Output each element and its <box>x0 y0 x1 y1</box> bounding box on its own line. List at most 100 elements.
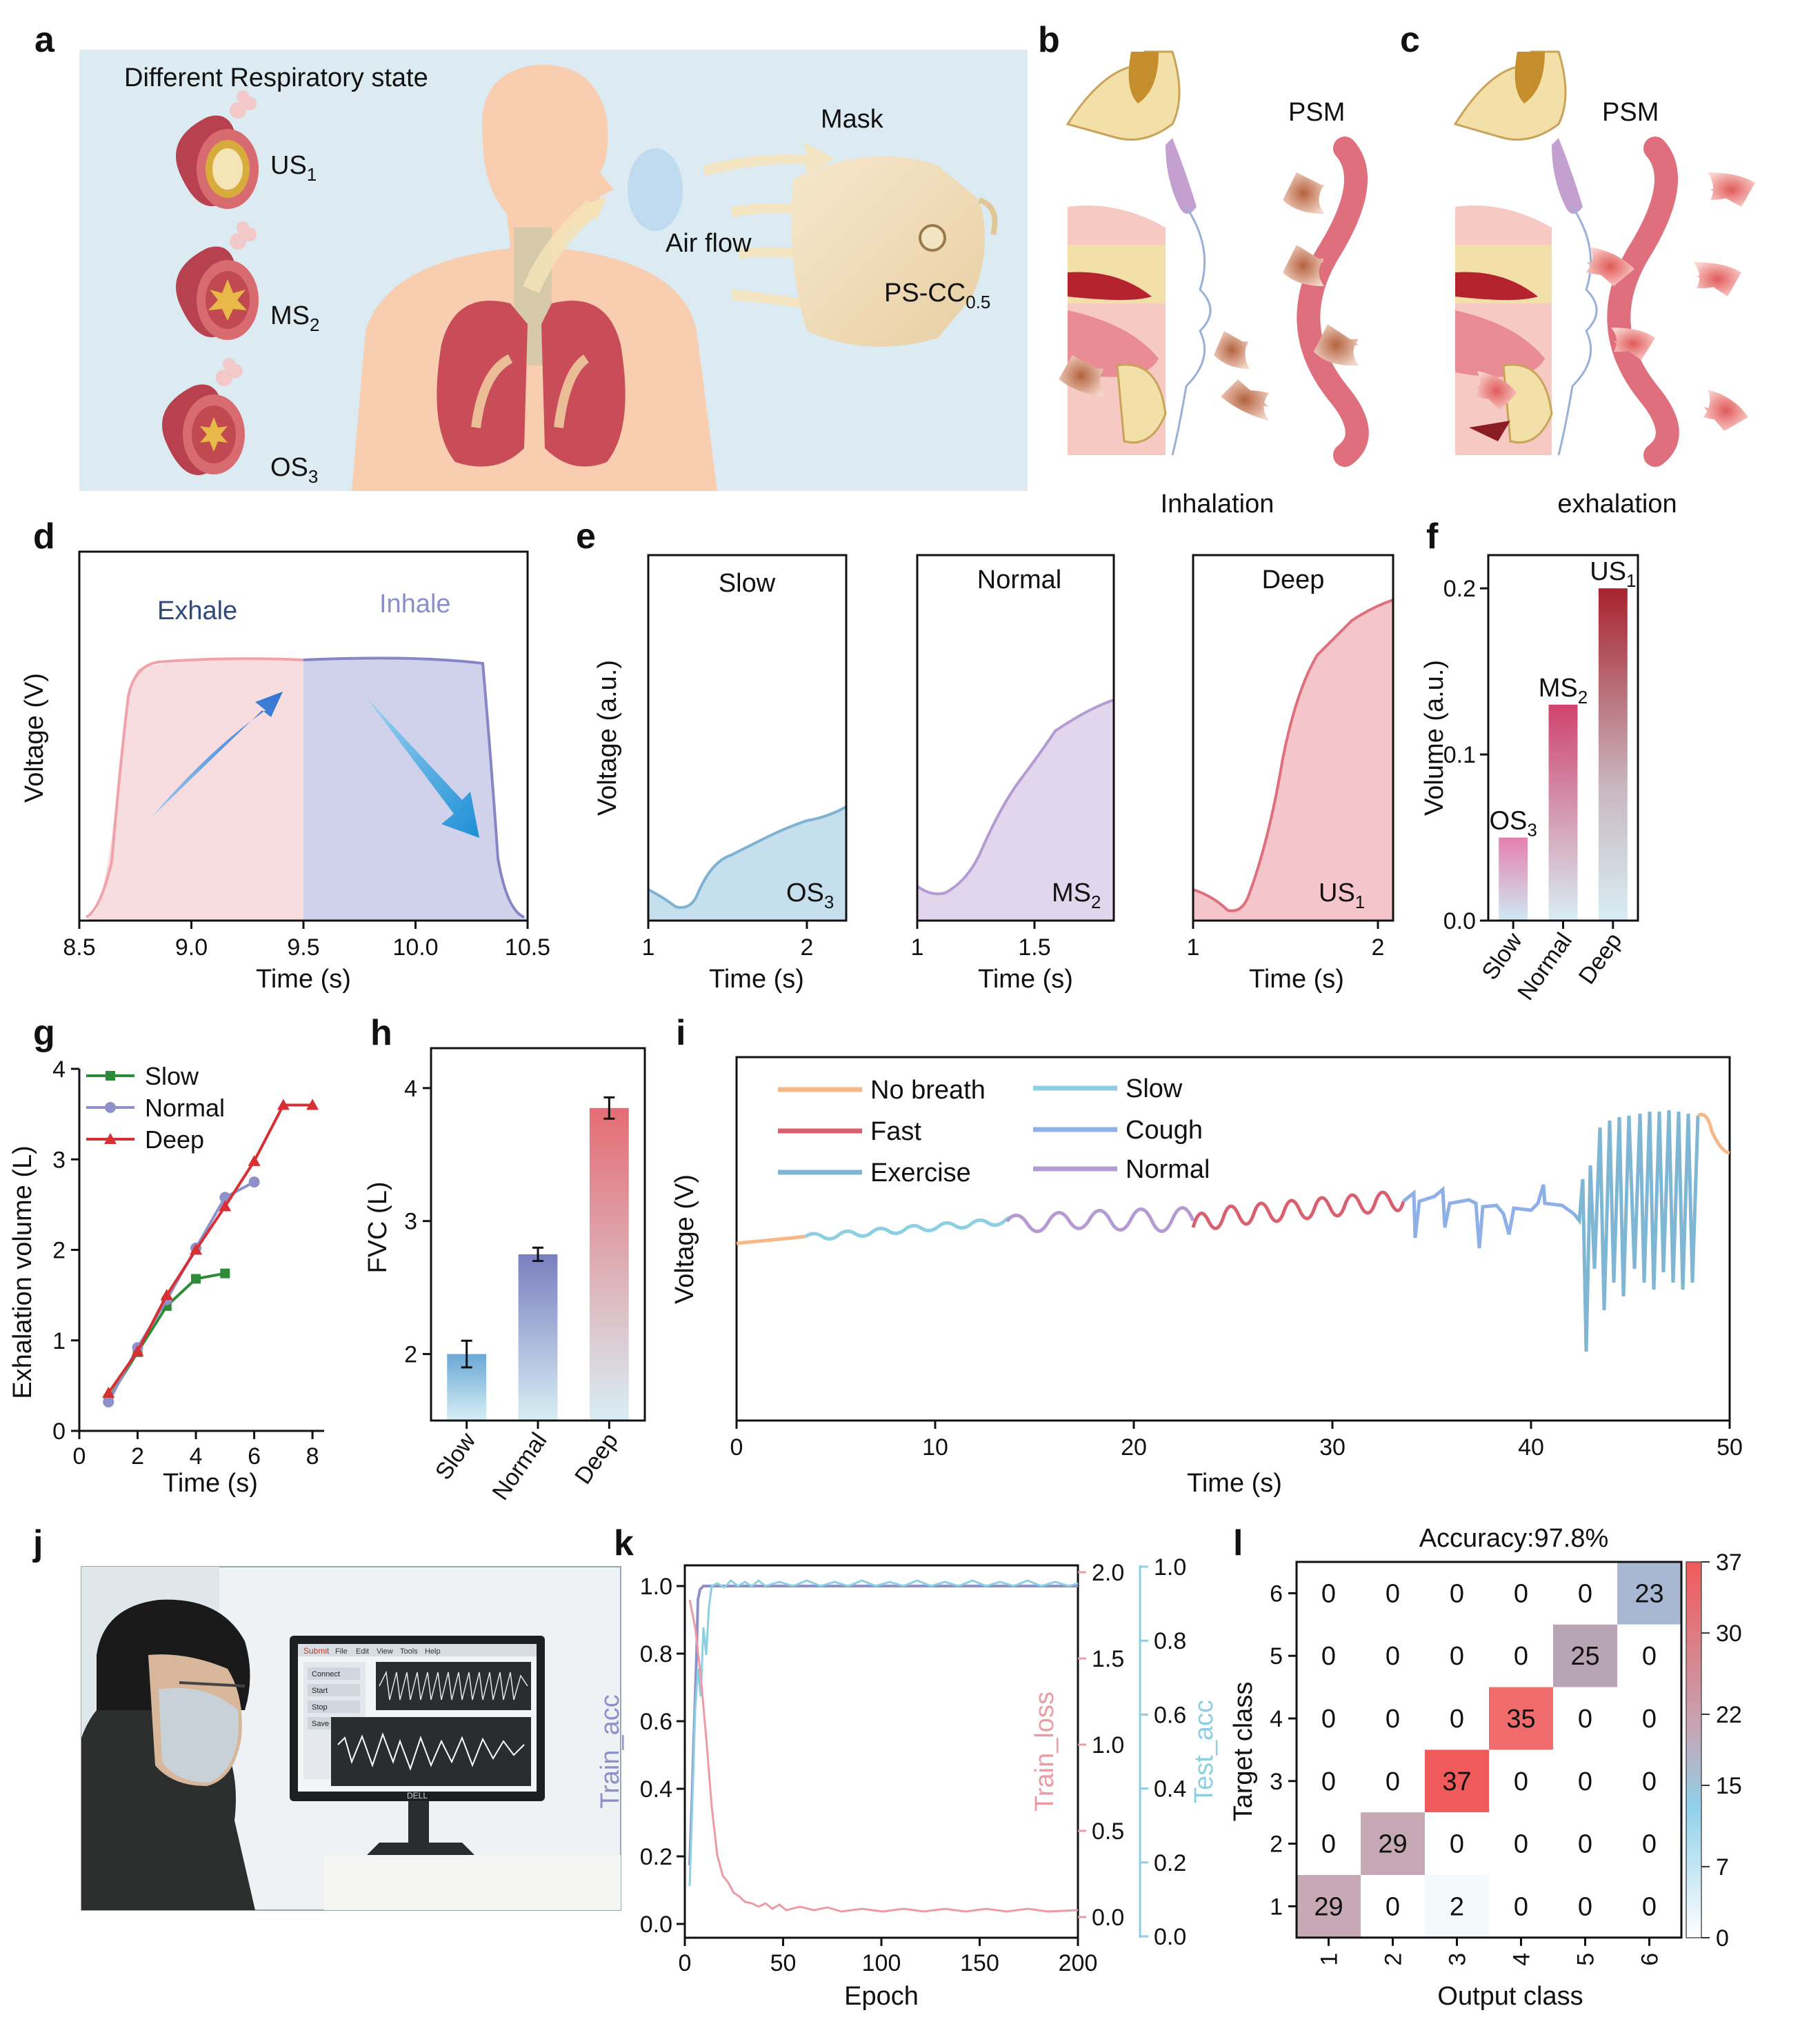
h-xtick-label: Slow <box>430 1427 481 1485</box>
psm-label-b: PSM <box>1288 98 1345 127</box>
e-deep-subplot: Deep US1 1 2 Time (s) <box>1187 554 1394 994</box>
d-xtick-label: 8.5 <box>63 934 95 961</box>
l-cell <box>1617 1749 1681 1813</box>
h-bar-normal <box>518 1254 558 1421</box>
g-point-normal <box>103 1396 114 1407</box>
airway-us-illustration <box>176 90 259 209</box>
l-cell <box>1297 1875 1361 1938</box>
d-xtick-label: 10.0 <box>392 934 438 961</box>
exhalation-arrows <box>1469 172 1755 441</box>
us-label: US1 <box>270 151 317 185</box>
monitor-brand: DELL <box>407 1791 428 1801</box>
screen-button-start: Start <box>312 1687 328 1695</box>
k-ticks: 0 50 100 150 200 0.0 0.2 0.4 0.6 0.8 1.0 0.0 0.5 1.0 1… <box>640 1554 1187 1976</box>
h-xtick-label: Deep <box>570 1428 623 1489</box>
l-cell-value: 0 <box>1386 1892 1400 1921</box>
l-xlabel: Output class <box>1437 1982 1583 2011</box>
psm-strip-c <box>1607 137 1679 467</box>
e-normal-xtick-2: 1.5 <box>1018 934 1050 961</box>
screen-title: Submit <box>303 1646 330 1656</box>
i-xtick-label: 20 <box>1121 1434 1147 1461</box>
g-xtick-label: 8 <box>306 1443 319 1470</box>
g-xtick-label: 0 <box>73 1443 86 1470</box>
k-xtick-label: 200 <box>1059 1950 1098 1976</box>
legend-normal: Normal <box>1126 1155 1210 1184</box>
l-cell-value: 0 <box>1386 1767 1400 1796</box>
l-cell <box>1425 1812 1489 1875</box>
psm-label-c: PSM <box>1602 98 1659 127</box>
l-colorbar-tick-label: 7 <box>1716 1854 1729 1880</box>
panel-letter-h: h <box>370 1013 392 1053</box>
breath-cloud <box>628 148 683 231</box>
d-xtick-label: 9.0 <box>175 934 208 961</box>
l-ylabel: Target class <box>1229 1682 1258 1822</box>
l-cell-value: 0 <box>1321 1767 1336 1796</box>
l-cell-value: 0 <box>1450 1705 1464 1734</box>
panel-letter-i: i <box>676 1013 686 1053</box>
f-bar-label: OS3 <box>1489 807 1537 841</box>
l-cell-value: 0 <box>1642 1767 1657 1796</box>
panel-letter-b: b <box>1038 20 1060 60</box>
panel-letter-k: k <box>614 1523 634 1563</box>
l-cell-value: 0 <box>1642 1830 1657 1859</box>
l-cell <box>1361 1812 1425 1875</box>
e-slow-frame <box>647 554 848 922</box>
l-col-label: 1 <box>1317 1953 1343 1966</box>
i-xticks: 0 10 20 30 40 50 <box>730 1421 1743 1461</box>
g-series-deep <box>107 1103 313 1394</box>
l-cell <box>1489 1875 1553 1938</box>
inhalation-arrows <box>1059 172 1359 421</box>
h-ytick-label: 2 <box>404 1342 417 1368</box>
deep-area <box>1193 600 1393 921</box>
g-xlabel: Time (s) <box>163 1469 258 1498</box>
l-cell <box>1297 1562 1361 1625</box>
f-ytick-label: 0.2 <box>1443 576 1476 602</box>
l-cell-value: 2 <box>1450 1892 1464 1921</box>
psm-strip-b <box>1297 137 1369 467</box>
deep-curve <box>1192 599 1394 912</box>
legend-exercise: Exercise <box>870 1159 971 1187</box>
g-point-deep <box>306 1099 319 1110</box>
k-y2tick-label: 1.0 <box>1092 1732 1124 1758</box>
l-cell <box>1297 1687 1361 1750</box>
g-point-normal <box>248 1176 260 1188</box>
mask-illustration <box>791 156 998 347</box>
l-cell <box>1553 1687 1617 1750</box>
l-cell <box>1297 1812 1361 1875</box>
i-xtick-label: 30 <box>1319 1434 1346 1461</box>
g-xtick-label: 6 <box>248 1443 261 1470</box>
e-slow-title: Slow <box>719 569 776 598</box>
l-cell-value: 0 <box>1578 1579 1592 1608</box>
e-slow-tag: OS3 <box>786 879 834 912</box>
e-slow-xtick-1: 1 <box>642 934 655 961</box>
l-col-label: 6 <box>1637 1953 1663 1966</box>
panel-e: e Voltage (a.u.) Slow OS3 1 2 Time (s) N… <box>576 516 1394 994</box>
d-ylabel: Voltage (V) <box>20 673 49 803</box>
l-cell <box>1361 1875 1425 1938</box>
l-cell-value: 0 <box>1321 1830 1336 1859</box>
l-cell <box>1553 1562 1617 1625</box>
l-cell-value: 0 <box>1642 1642 1657 1671</box>
g-xtick-label: 4 <box>190 1443 203 1470</box>
airway-os-illustration <box>162 358 245 475</box>
e-slow-xtick-2: 2 <box>801 934 814 961</box>
d-xticks: 8.5 9.0 9.5 10.0 10.5 <box>63 921 550 961</box>
l-col-label: 3 <box>1445 1953 1471 1966</box>
panel-b: b PSM Inhalation <box>1038 20 1369 519</box>
f-bar-deep <box>1598 588 1628 921</box>
l-colorbar-tick-label: 22 <box>1716 1702 1742 1728</box>
g-point-deep <box>190 1243 203 1255</box>
g-point-deep <box>277 1099 290 1110</box>
panel-letter-d: d <box>33 516 55 556</box>
f-bar-slow <box>1499 837 1528 921</box>
l-colorbar <box>1686 1561 1702 1938</box>
k-y1label: Train_acc <box>596 1694 625 1808</box>
i-segment-slow <box>804 1216 1011 1241</box>
k-y3label: Test_acc <box>1190 1700 1219 1803</box>
e-slow-subplot: Slow OS3 1 2 Time (s) <box>642 554 848 994</box>
d-xlabel: Time (s) <box>256 965 351 994</box>
l-row-label: 1 <box>1270 1894 1283 1920</box>
l-cell-value: 29 <box>1378 1830 1407 1859</box>
screen-button-save: Save <box>312 1720 329 1728</box>
l-cell-value: 0 <box>1578 1892 1592 1921</box>
